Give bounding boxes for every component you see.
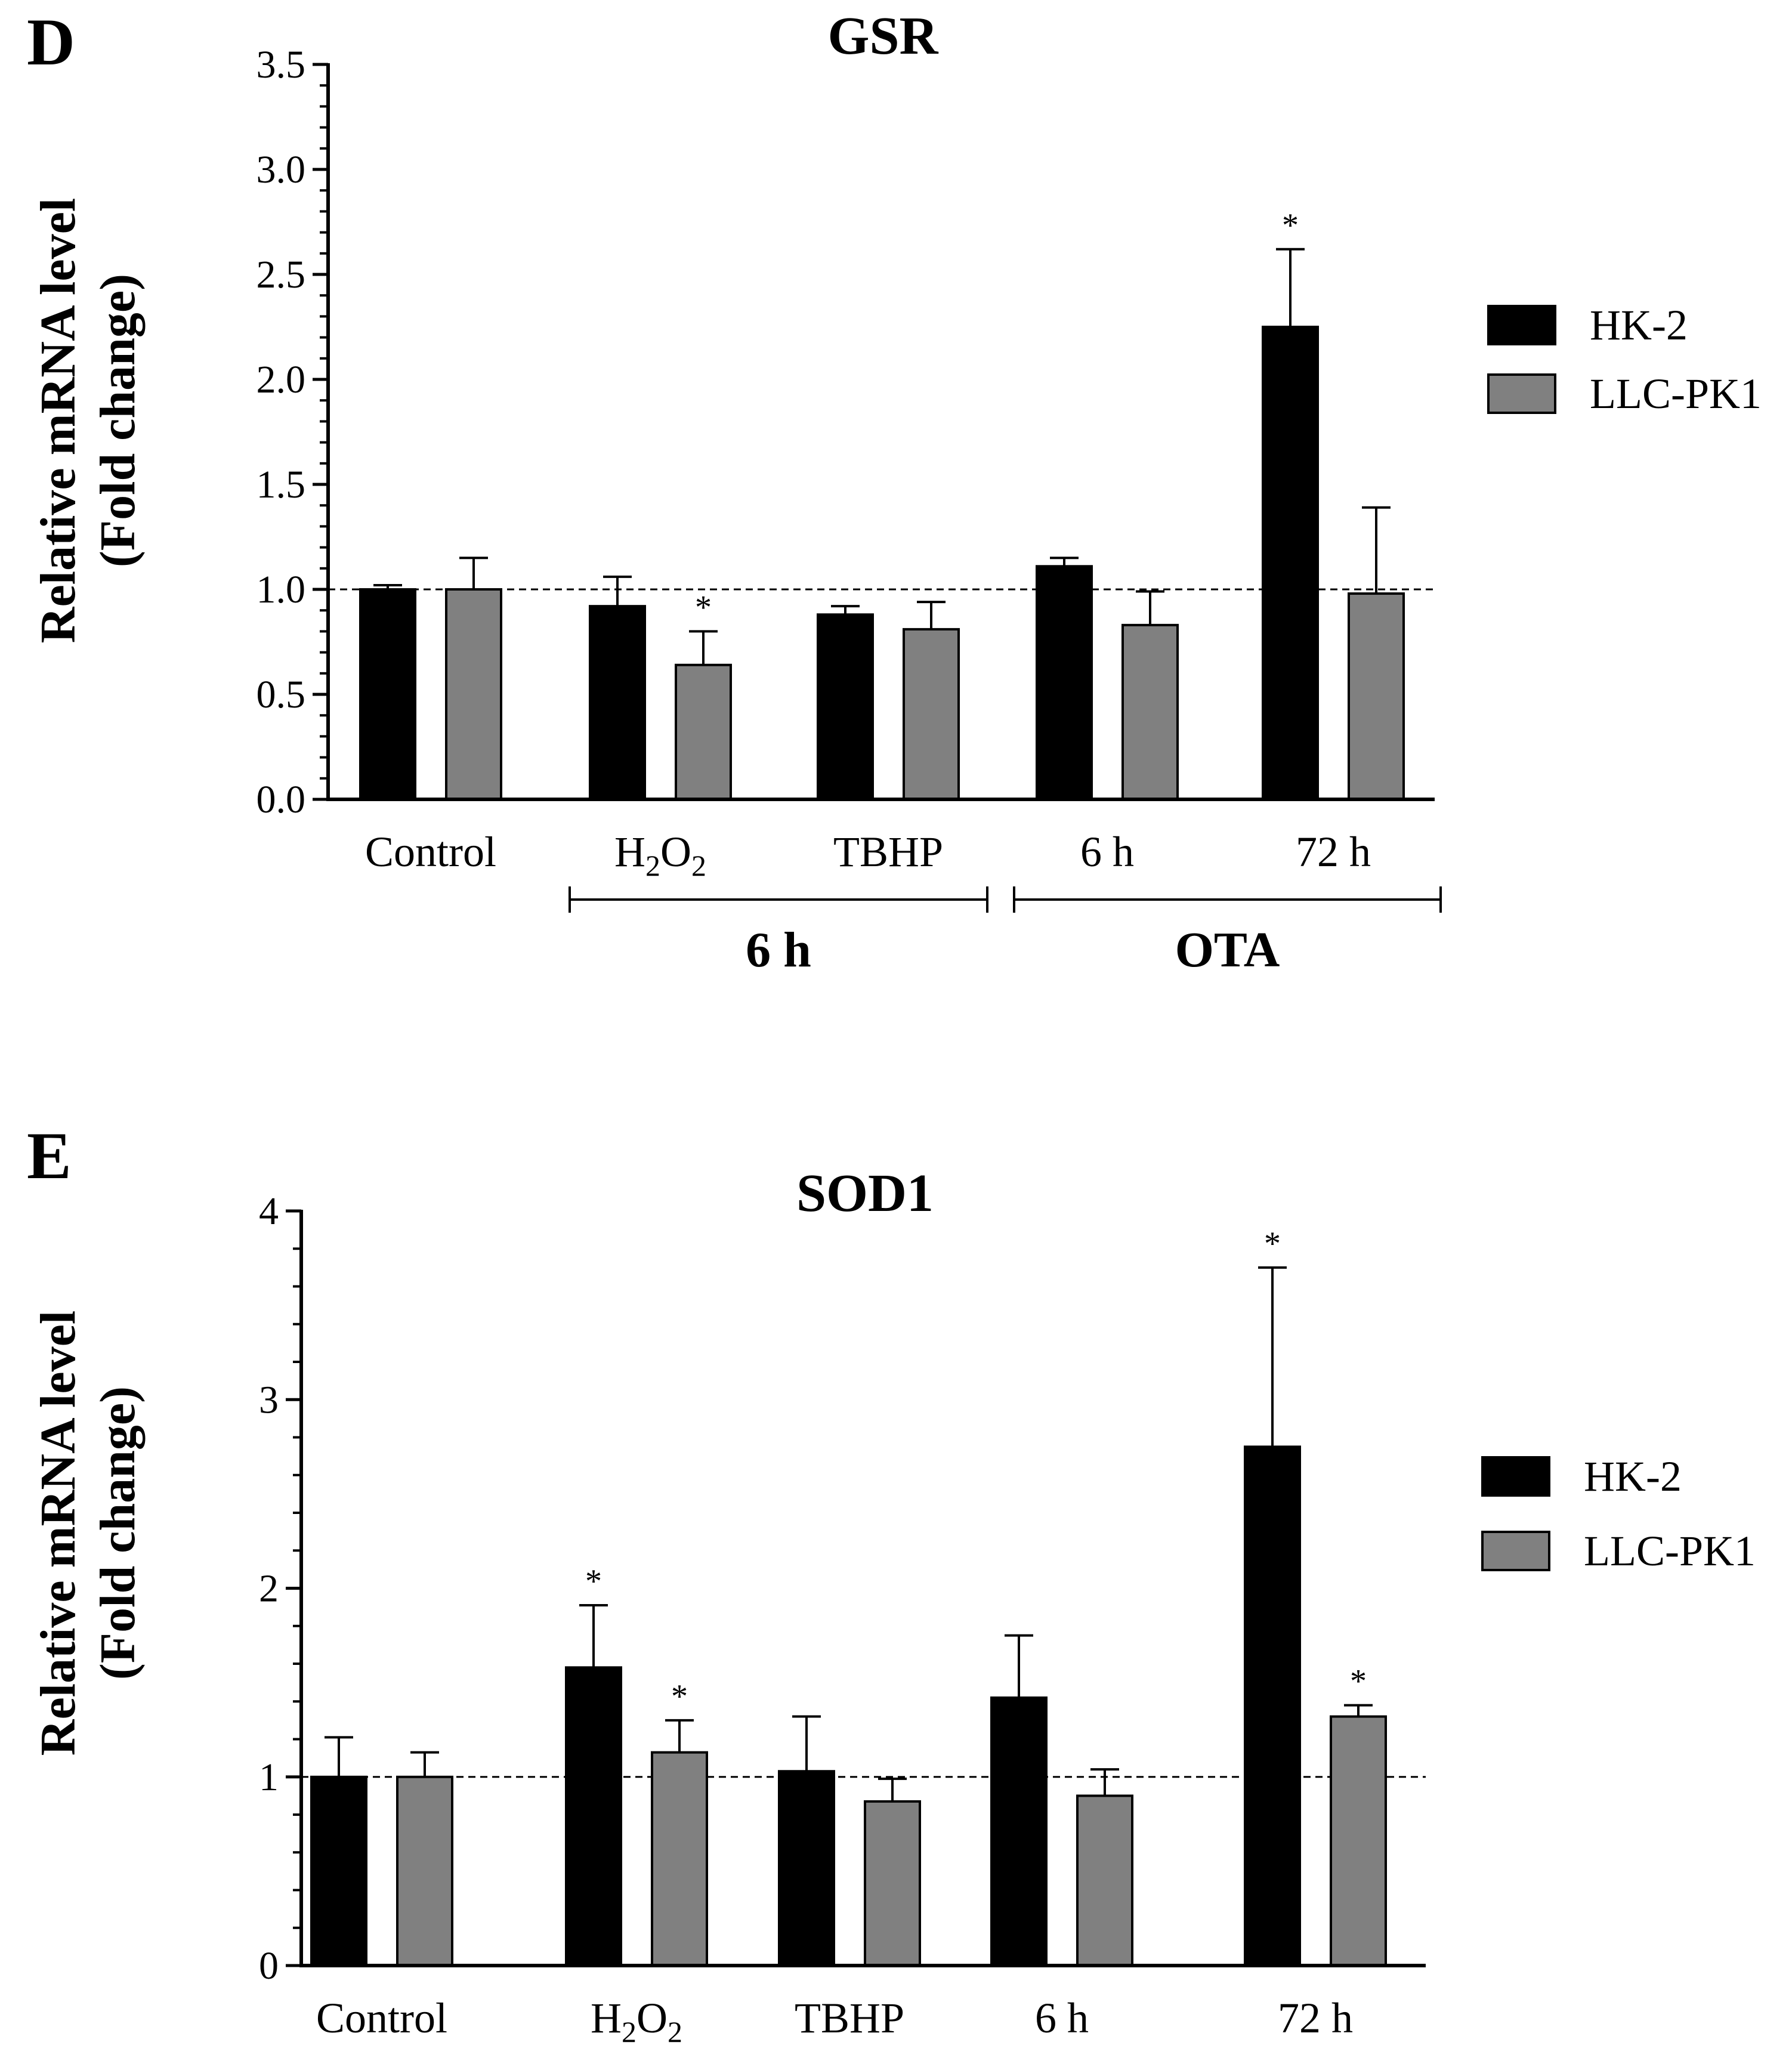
significance-marker: * bbox=[1350, 1663, 1367, 1700]
x-tick-label: Control bbox=[365, 828, 496, 876]
bar-llc-pk1 bbox=[1121, 623, 1179, 801]
x-tick-label: 6 h bbox=[1035, 1994, 1089, 2042]
subscript: 2 bbox=[668, 2015, 682, 2048]
formula-part: O bbox=[660, 828, 691, 876]
y-tick-label: 2.0 bbox=[257, 358, 306, 401]
bar-hk2 bbox=[1036, 565, 1093, 801]
legend-label: LLC-PK1 bbox=[1590, 370, 1762, 418]
bar-hk2 bbox=[990, 1696, 1048, 1967]
bar-hk2 bbox=[589, 605, 646, 801]
y-tick-label: 1.5 bbox=[257, 463, 306, 506]
legend-swatch bbox=[1487, 373, 1556, 414]
bar-hk2 bbox=[1244, 1445, 1301, 1967]
bar-llc-pk1 bbox=[1348, 592, 1405, 801]
x-tick-label: TBHP bbox=[795, 1994, 904, 2042]
y-tick-label: 1.0 bbox=[257, 568, 306, 611]
significance-marker: * bbox=[671, 1678, 688, 1715]
formula-part: H bbox=[614, 828, 645, 876]
y-tick-label: 3.5 bbox=[257, 43, 306, 86]
group-label: OTA bbox=[1175, 922, 1280, 978]
y-tick-label: 1 bbox=[259, 1756, 279, 1799]
y-tick-label: 0.0 bbox=[257, 778, 306, 821]
bar-llc-pk1 bbox=[1076, 1794, 1133, 1967]
panel-letter: D bbox=[27, 5, 75, 79]
significance-marker: * bbox=[1264, 1225, 1281, 1262]
x-tick-label: 6 h bbox=[1080, 828, 1134, 876]
y-tick-label: 4 bbox=[259, 1189, 279, 1233]
y-tick-label: 2.5 bbox=[257, 253, 306, 296]
bar-llc-pk1 bbox=[903, 628, 960, 801]
panel-letter: E bbox=[27, 1119, 72, 1193]
legend-item-hk2: HK-2 bbox=[1487, 301, 1688, 349]
y-tick-label: 2 bbox=[259, 1567, 279, 1611]
subscript: 2 bbox=[622, 2015, 637, 2048]
legend-label: LLC-PK1 bbox=[1584, 1527, 1756, 1575]
legend: HK-2 LLC-PK1 bbox=[1487, 301, 1762, 418]
bar-hk2 bbox=[565, 1666, 622, 1967]
y-tick-label: 3 bbox=[259, 1378, 279, 1422]
bar-hk2 bbox=[817, 613, 874, 801]
x-tick-label: 72 h bbox=[1278, 1994, 1353, 2042]
y-tick-label: 0 bbox=[259, 1944, 279, 1988]
bar-llc-pk1 bbox=[1330, 1715, 1387, 1967]
plot-area: 0.00.51.01.52.02.53.03.5**Control H2O2 TBH… bbox=[257, 43, 1442, 978]
legend-swatch bbox=[1487, 305, 1556, 345]
x-tick-label: H2O2 bbox=[591, 1994, 682, 2048]
bar-llc-pk1 bbox=[675, 663, 732, 801]
legend-label: HK-2 bbox=[1584, 1453, 1682, 1500]
legend: HK-2 LLC-PK1 bbox=[1481, 1453, 1756, 1575]
bar-hk2 bbox=[778, 1770, 835, 1967]
legend-item-llc-pk1: LLC-PK1 bbox=[1481, 1527, 1756, 1575]
subscript: 2 bbox=[645, 849, 660, 882]
bar-hk2 bbox=[310, 1775, 367, 1967]
x-tick-label: H2O2 bbox=[614, 828, 706, 882]
chart-panel-gsr: D GSR Relative mRNA level (Fold change) … bbox=[27, 5, 1762, 978]
significance-marker: * bbox=[1282, 207, 1299, 244]
chart-title: GSR bbox=[827, 7, 938, 66]
subscript: 2 bbox=[691, 849, 706, 882]
y-axis-label-line2: (Fold change) bbox=[90, 1386, 146, 1680]
x-tick-label: TBHP bbox=[833, 828, 943, 876]
bar-llc-pk1 bbox=[651, 1751, 708, 1967]
group-bracket: 6 h bbox=[569, 886, 988, 978]
bar-llc-pk1 bbox=[445, 588, 502, 801]
legend-label: HK-2 bbox=[1590, 301, 1688, 349]
y-axis-label-line1: Relative mRNA level bbox=[30, 198, 86, 643]
legend-item-hk2: HK-2 bbox=[1481, 1453, 1682, 1500]
group-label: 6 h bbox=[746, 922, 811, 978]
x-tick-label: 72 h bbox=[1296, 828, 1371, 876]
significance-marker: * bbox=[585, 1563, 602, 1600]
group-bracket: OTA bbox=[1013, 886, 1442, 978]
legend-swatch bbox=[1481, 1531, 1550, 1571]
y-axis-label-line2: (Fold change) bbox=[90, 274, 146, 567]
formula-part: O bbox=[637, 1994, 668, 2042]
y-tick-label: 0.5 bbox=[257, 673, 306, 716]
chart-title: SOD1 bbox=[796, 1164, 934, 1223]
bar-hk2 bbox=[359, 588, 416, 801]
chart-panel-sod1: E SOD1 Relative mRNA level (Fold change)… bbox=[27, 1119, 1756, 2048]
y-tick-label: 3.0 bbox=[257, 148, 306, 191]
bar-llc-pk1 bbox=[864, 1800, 921, 1967]
y-axis-label-line1: Relative mRNA level bbox=[30, 1311, 86, 1756]
significance-marker: * bbox=[695, 589, 712, 626]
legend-swatch bbox=[1481, 1456, 1550, 1497]
x-tick-label: Control bbox=[316, 1994, 447, 2042]
bar-hk2 bbox=[1262, 326, 1319, 801]
legend-item-llc-pk1: LLC-PK1 bbox=[1487, 370, 1762, 418]
bar-llc-pk1 bbox=[396, 1775, 453, 1967]
formula-part: H bbox=[591, 1994, 622, 2042]
